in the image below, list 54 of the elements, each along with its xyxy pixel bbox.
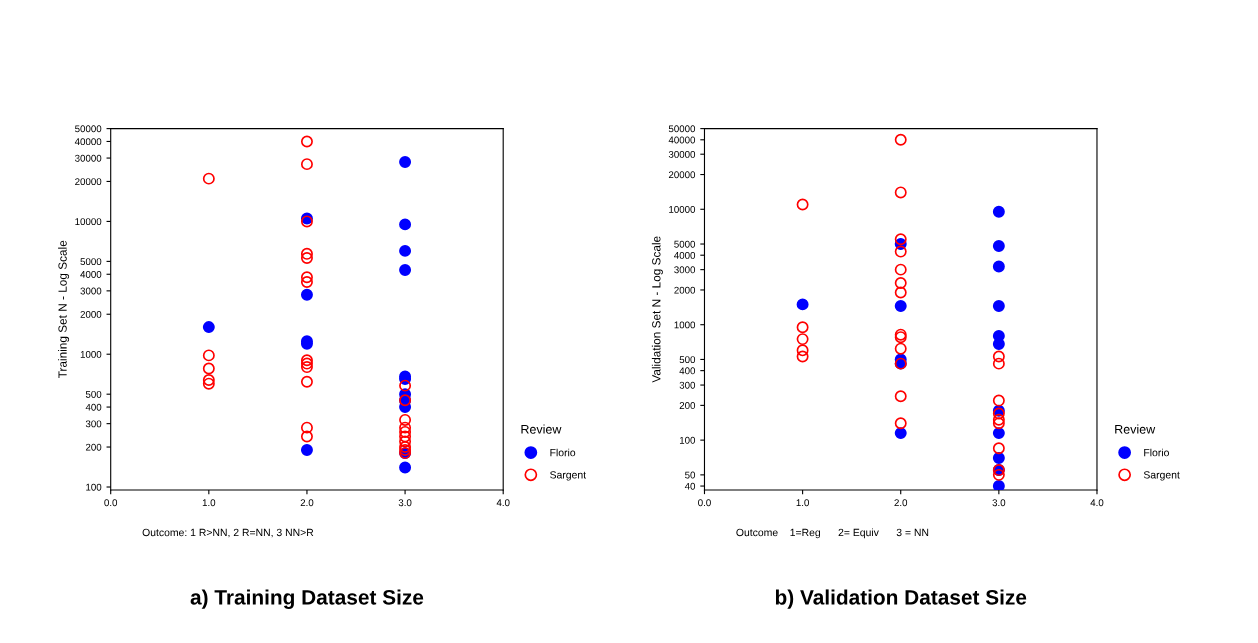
legend-label: Florio: [550, 448, 576, 457]
y-tick-label: 2000: [674, 286, 696, 294]
y-tick-label: 30000: [668, 150, 696, 158]
y-tick-label: 40000: [668, 136, 696, 144]
y-tick-label: 20000: [75, 178, 102, 186]
y-tick-label: 100: [86, 483, 102, 491]
x-tick-label: 1.0: [202, 499, 216, 507]
text: a) Training Dataset Size: [190, 589, 424, 609]
y-tick-label: 3000: [80, 287, 102, 295]
x-tick-label: 2.0: [300, 499, 314, 507]
y-tick-label: 1000: [80, 350, 102, 358]
y-tick-label: 1000: [674, 321, 696, 329]
text: Outcome: 1 R>NN, 2 R=NN, 3 NN>R: [142, 528, 314, 538]
y-tick-label: 5000: [674, 240, 696, 248]
y-tick-label: 40000: [74, 138, 102, 146]
y-tick-label: 100: [679, 436, 696, 444]
legend-title: Review: [1115, 424, 1156, 434]
y-tick-label: 50000: [75, 125, 102, 133]
y-tick-label: 4000: [674, 251, 696, 259]
y-tick-label: 300: [679, 381, 696, 389]
y-tick-label: 10000: [669, 206, 696, 213]
x-tick-label: 3.0: [398, 499, 412, 507]
legend-label: Sargent: [1143, 471, 1180, 481]
y-tick-label: 10000: [75, 218, 102, 226]
y-tick-label: 50000: [668, 125, 696, 133]
y-tick-label: 400: [85, 403, 102, 411]
x-tick-label: 0.0: [104, 499, 118, 507]
x-tick-label: 0.0: [698, 499, 711, 507]
x-tick-label: 4.0: [1090, 499, 1104, 507]
x-tick-label: 1.0: [796, 499, 809, 507]
legend-label: Sargent: [550, 471, 586, 481]
x-tick-label: 4.0: [496, 499, 510, 507]
y-tick-label: 300: [85, 420, 102, 428]
y-tick-label: 40: [684, 482, 696, 490]
text: b) Validation Dataset Size: [775, 589, 1027, 609]
y-axis-title: Validation Set N - Log Scale: [651, 236, 663, 383]
y-tick-label: 5000: [80, 258, 102, 266]
y-tick-label: 4000: [80, 271, 102, 278]
y-tick-label: 500: [85, 390, 102, 398]
y-tick-label: 50: [685, 471, 696, 479]
y-tick-label: 20000: [668, 171, 696, 179]
x-tick-label: 2.0: [894, 499, 908, 507]
legend-title: Review: [521, 424, 562, 434]
text: Outcome 1=Reg 2= Equiv 3 = NN: [736, 528, 929, 539]
y-tick-label: 200: [85, 443, 102, 451]
y-tick-label: 3000: [674, 266, 696, 274]
x-tick-label: 3.0: [992, 499, 1006, 507]
y-tick-label: 400: [679, 367, 696, 375]
y-tick-label: 30000: [75, 154, 102, 162]
y-axis-title: Training Set N - Log Scale: [58, 240, 70, 379]
y-tick-label: 2000: [80, 310, 102, 318]
legend-label: Florio: [1144, 448, 1169, 457]
y-tick-label: 500: [679, 356, 696, 364]
y-tick-label: 200: [679, 402, 696, 409]
